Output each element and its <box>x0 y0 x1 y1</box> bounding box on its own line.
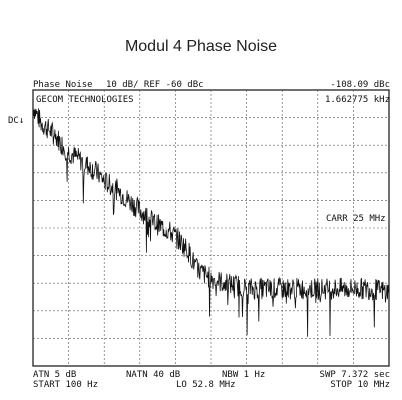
natn-setting: NATN 40 dB <box>126 370 181 380</box>
reference-marker-label: DC↓ <box>8 116 25 126</box>
marker-frequency-readout: 1.662775 kHz <box>324 95 390 105</box>
marker-level-readout: -108.09 dBc <box>330 80 390 90</box>
nbw-setting: NBW 1 Hz <box>222 370 266 380</box>
stop-frequency: STOP 10 MHz <box>330 380 390 390</box>
start-frequency: START 100 Hz <box>33 380 99 390</box>
carrier-label: CARR 25 MHz <box>326 214 386 224</box>
phase-noise-trace <box>32 106 390 337</box>
mode-label: Phase Noise <box>33 80 93 90</box>
vendor-label: GECOM TECHNOLOGIES <box>36 95 134 105</box>
arrow-down-icon: ↓ <box>18 116 25 126</box>
page-title: Modul 4 Phase Noise <box>124 38 278 55</box>
scale-ref-label: 10 dB/ REF -60 dBc <box>106 80 204 90</box>
trace-layer <box>32 106 390 337</box>
lo-frequency: LO 52.8 MHz <box>176 380 236 390</box>
atn-setting: ATN 5 dB <box>33 370 77 380</box>
plot-grid <box>33 90 389 366</box>
sweep-time-setting: SWP 7.372 sec <box>319 370 390 380</box>
